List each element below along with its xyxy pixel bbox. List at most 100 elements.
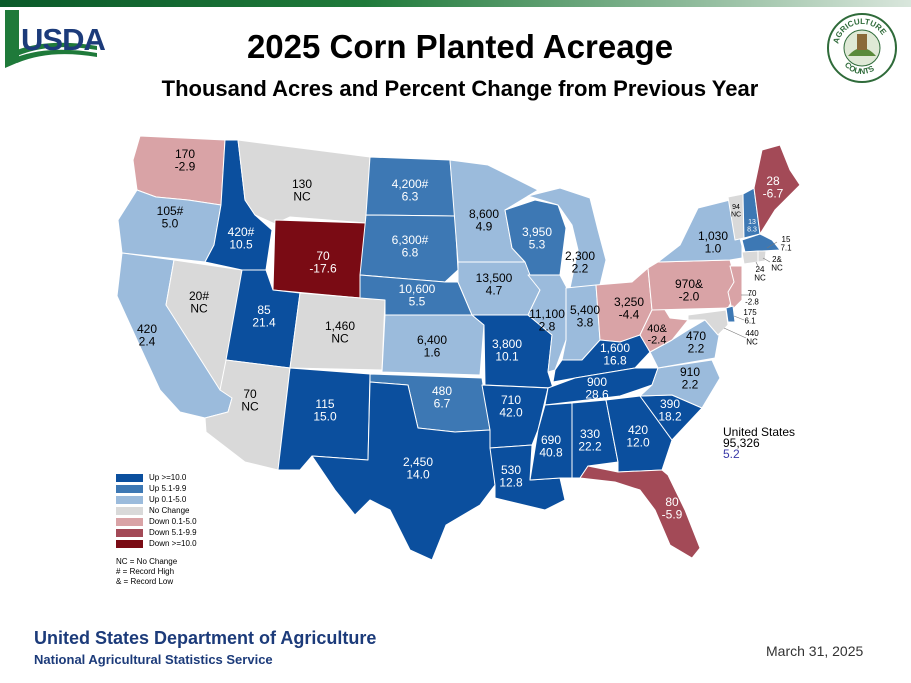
state-label-SC: 390 18.2 — [658, 397, 682, 424]
legend: Up >=10.0 Up 5.1-9.9 Up 0.1-5.0 No Chang… — [116, 472, 197, 549]
state-label-MI: 2,300 2.2 — [565, 249, 595, 276]
us-total-acres: 95,326 — [723, 436, 760, 450]
state-label-FL: 80 -5.9 — [662, 495, 683, 522]
state-label-KY: 1,600 16.8 — [600, 341, 630, 368]
state-FL[interactable] — [579, 465, 701, 559]
state-label-ME: 28 -6.7 — [763, 174, 784, 201]
state-label-CT: 24 NC — [754, 265, 766, 282]
state-label-NY: 1,030 1.0 — [698, 229, 728, 256]
agriculture-counts-logo: AGRICULTURE COUNTS — [826, 12, 898, 84]
state-label-WI: 3,950 5.3 — [522, 225, 552, 252]
legend-swatch — [116, 484, 143, 493]
state-label-KS: 6,400 1.6 — [417, 333, 447, 360]
state-label-AL: 330 22.2 — [578, 427, 602, 454]
state-label-AZ: 70 NC — [241, 387, 259, 414]
state-label-TN: 900 28.6 — [585, 375, 609, 402]
state-label-WA: 170 -2.9 — [175, 147, 196, 174]
state-label-OR: 105# 5.0 — [157, 204, 184, 231]
state-KS[interactable] — [381, 314, 485, 376]
state-label-PA: 970& -2.0 — [675, 277, 703, 304]
legend-item-down-10: Down >=10.0 — [116, 538, 197, 549]
legend-item-down-5: Down 5.1-9.9 — [116, 527, 197, 538]
state-RI[interactable] — [757, 250, 767, 263]
usda-logo-text: USDA — [21, 22, 106, 57]
state-label-VA: 470 2.2 — [686, 329, 706, 356]
us-total-label: United States — [723, 425, 796, 439]
release-date: March 31, 2025 — [766, 643, 864, 659]
state-label-NV: 20# NC — [189, 289, 209, 316]
state-MD[interactable] — [687, 309, 729, 336]
state-LA[interactable] — [489, 444, 566, 511]
state-label-ID: 420# 10.5 — [228, 225, 255, 252]
state-label-WY: 70 -17.6 — [309, 249, 337, 276]
legend-swatch — [116, 517, 143, 526]
footer-agency: United States Department of Agriculture — [34, 628, 377, 648]
state-label-MO: 3,800 10.1 — [492, 337, 522, 364]
state-label-IN: 5,400 3.8 — [570, 303, 600, 330]
legend-label: Up >=10.0 — [149, 473, 187, 482]
state-CT[interactable] — [741, 250, 759, 265]
legend-item-up-5: Up 5.1-9.9 — [116, 483, 197, 494]
state-label-MT: 130 NC — [292, 177, 312, 204]
state-label-RI: 2& NC — [771, 255, 783, 272]
footer-service: National Agricultural Statistics Service — [34, 652, 273, 667]
state-IL[interactable] — [527, 274, 569, 373]
legend-swatch — [116, 495, 143, 504]
state-label-UT: 85 21.4 — [252, 303, 276, 330]
state-label-VT: 94 NC — [731, 204, 741, 218]
state-label-DE: 175 6.1 — [743, 308, 757, 325]
state-label-MN: 8,600 4.9 — [469, 207, 499, 234]
state-TX[interactable] — [311, 381, 496, 561]
legend-item-no-change: No Change — [116, 505, 197, 516]
state-label-IA: 13,500 4.7 — [476, 271, 513, 298]
page-subtitle: Thousand Acres and Percent Change from P… — [161, 76, 759, 101]
state-label-MS: 690 40.8 — [539, 433, 563, 460]
legend-item-up-10: Up >=10.0 — [116, 472, 197, 483]
leader-lines — [723, 241, 778, 339]
note-nc: NC = No Change — [116, 557, 178, 566]
state-label-NJ: 70 -2.8 — [745, 289, 759, 306]
state-label-LA: 530 12.8 — [499, 463, 523, 490]
legend-swatch — [116, 539, 143, 548]
page-title: 2025 Corn Planted Acreage — [246, 28, 674, 65]
legend-label: Up 5.1-9.9 — [149, 484, 187, 493]
legend-item-up-0: Up 0.1-5.0 — [116, 494, 197, 505]
legend-label: Down 0.1-5.0 — [149, 517, 197, 526]
legend-item-down-0: Down 0.1-5.0 — [116, 516, 197, 527]
state-label-TX: 2,450 14.0 — [403, 455, 433, 482]
state-label-ND: 4,200# 6.3 — [392, 177, 429, 204]
legend-swatch — [116, 506, 143, 515]
state-label-MD: 440 NC — [745, 329, 759, 346]
state-label-AR: 710 42.0 — [499, 393, 523, 420]
state-SD[interactable] — [359, 214, 459, 283]
state-label-NE: 10,600 5.5 — [399, 282, 436, 309]
state-label-NM: 115 15.0 — [313, 397, 337, 424]
legend-label: Down >=10.0 — [149, 539, 197, 548]
state-label-MA: 15 7.1 — [780, 235, 792, 252]
legend-swatch — [116, 473, 143, 482]
us-total-change: 5.2 — [723, 447, 740, 461]
legend-notes: NC = No Change # = Record High & = Recor… — [116, 557, 177, 587]
top-band — [0, 0, 911, 7]
note-record-low: & = Record Low — [116, 577, 174, 586]
state-label-GA: 420 12.0 — [626, 423, 650, 450]
legend-label: Down 5.1-9.9 — [149, 528, 197, 537]
state-label-NH: 13 8.3 — [747, 219, 757, 233]
us-total: United States 95,326 5.2 — [723, 425, 796, 461]
state-label-OK: 480 6.7 — [432, 384, 452, 411]
legend-label: No Change — [149, 506, 190, 515]
state-ME[interactable] — [753, 144, 801, 235]
legend-label: Up 0.1-5.0 — [149, 495, 187, 504]
state-label-CO: 1,460 NC — [325, 319, 355, 346]
state-label-NC: 910 2.2 — [680, 365, 700, 392]
state-label-OH: 3,250 -4.4 — [614, 295, 644, 322]
state-label-CA: 420 2.4 — [137, 322, 157, 349]
usda-logo-graphic — [5, 10, 97, 68]
state-label-SD: 6,300# 6.8 — [392, 233, 429, 260]
state-MA[interactable] — [741, 233, 781, 253]
state-label-layer: 170 -2.9 105# 5.0 420 2.4 420# 10.5 20# NC 130 NC 70… — [137, 147, 792, 522]
legend-swatch — [116, 528, 143, 537]
note-record-high: # = Record High — [116, 567, 175, 576]
state-label-WV: 40& -2.4 — [647, 323, 667, 347]
